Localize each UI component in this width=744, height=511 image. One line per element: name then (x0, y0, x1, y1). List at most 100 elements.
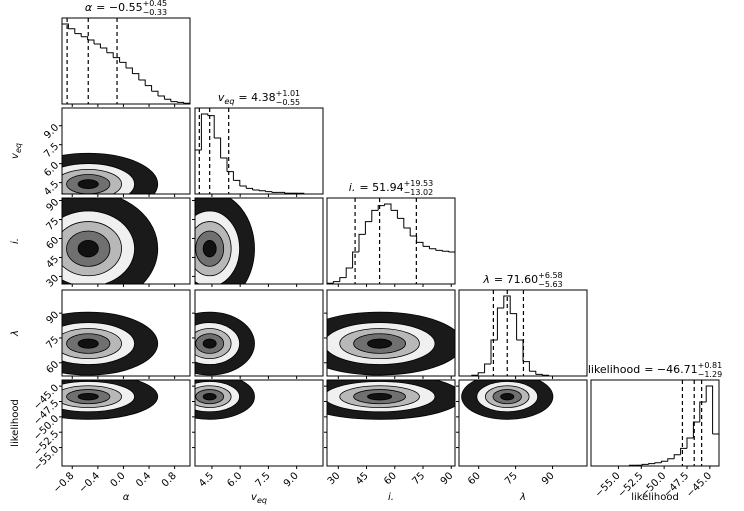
panel-frame (61, 17, 191, 105)
panel-title: veq = 4.38+1.01 −0.55 (218, 89, 300, 107)
x-tick-label: 75 (410, 470, 427, 487)
symbol: α (85, 1, 93, 14)
histogram-bin (94, 43, 101, 48)
symbol: i. (10, 238, 21, 244)
histogram-bin (170, 101, 178, 103)
histogram-bin (391, 209, 398, 219)
x-tick-label: 0.4 (134, 470, 153, 489)
histogram-bin (214, 137, 222, 158)
panel: veq = 4.38+1.01 −0.55 (194, 89, 324, 197)
symbol: λ (10, 330, 21, 337)
symbol: i. (388, 492, 394, 503)
panel-frame (194, 107, 324, 195)
histogram-bin (278, 191, 286, 194)
y-tick-label: 6.0 (42, 160, 61, 179)
histogram-bin (416, 241, 424, 247)
histogram-bin (496, 307, 504, 340)
histogram-bin (252, 189, 260, 191)
error-plus: +19.53 (404, 179, 434, 188)
panel-title: λ = 71.60+6.58 −5.63 (482, 271, 562, 289)
panel: likelihood = −46.71+0.81 −1.29−55.0−52.5−5… (588, 361, 722, 500)
y-tick-label: 60 (44, 235, 61, 252)
histogram-bin (207, 115, 215, 138)
panel-content (195, 311, 255, 376)
x-tick-label: 9.0 (282, 470, 301, 489)
y-tick-label: 7.5 (42, 141, 61, 160)
symbol: λ (519, 492, 526, 503)
panel-frame (326, 289, 456, 377)
histogram-bin (490, 339, 498, 364)
panel-frame (326, 379, 456, 467)
histogram-bin (529, 370, 537, 375)
histogram-bin (100, 47, 108, 53)
y-axis-label: likelihood (10, 399, 21, 447)
x-tick-label: 45 (354, 470, 371, 487)
x-tick-label: 90 (540, 470, 557, 487)
histogram-bin (442, 250, 450, 252)
histogram-bin (113, 57, 121, 63)
panel-title: likelihood = −46.71+0.81 −1.29 (588, 361, 722, 379)
x-tick-label: 30 (326, 470, 343, 487)
histogram-bin (200, 113, 209, 150)
panel-content (461, 380, 554, 420)
histogram-bin (327, 282, 334, 284)
density-contour (500, 392, 515, 401)
histogram-bin (397, 217, 405, 228)
histogram-bin (686, 437, 694, 449)
histogram-bin (332, 281, 340, 284)
panel-frame (458, 379, 588, 467)
y-tick-label: 75 (44, 334, 61, 351)
density-contour (367, 338, 393, 349)
histogram-bin (410, 235, 418, 243)
x-tick-label: −0.4 (77, 470, 102, 495)
x-tick-label: 60 (382, 470, 399, 487)
panel-content (62, 380, 159, 420)
histogram-bin (384, 203, 392, 211)
panel: 30 45 60 75 90 (324, 379, 456, 487)
panel-content (62, 18, 190, 104)
panel: 60 75 90 (456, 379, 588, 487)
panel-frame (194, 379, 324, 467)
histogram-bin (126, 67, 133, 74)
panel (192, 289, 324, 379)
panel: 60 75 90 (44, 289, 191, 379)
histogram-bin (183, 102, 190, 104)
histogram-bin (164, 98, 172, 102)
histogram-bin (246, 187, 254, 190)
histogram-bin (448, 251, 455, 284)
histogram-bin (680, 447, 687, 455)
x-tick-label: 6.0 (225, 470, 244, 489)
histogram-bin (435, 249, 443, 252)
histogram-bin (673, 454, 681, 459)
y-tick-label: 30 (44, 273, 61, 290)
symbol: likelihood (10, 399, 21, 447)
panel-frame (326, 197, 456, 285)
histogram-bin (74, 33, 82, 37)
panel-content (62, 311, 159, 376)
histogram-bin (68, 28, 76, 34)
histogram-bin (667, 458, 675, 462)
error-plus: +0.81 (698, 361, 723, 370)
panel-frame (194, 197, 324, 285)
histogram-bin (516, 339, 524, 362)
histogram-bin (132, 73, 140, 80)
histogram-bin (259, 190, 266, 192)
histogram-bin (358, 233, 366, 252)
panel: 30 45 60 75 90 (44, 197, 191, 290)
panel-title: i. = 51.94+19.53 −13.02 (349, 179, 433, 197)
panel: −0.8 −0.4 0.0 0.4 0.8−55.0−52.5−50.0−47.5−45… (32, 379, 191, 495)
histogram-bin (81, 36, 89, 40)
panel: 4.5 6.0 7.5 9.0 (192, 379, 324, 489)
density-contour (202, 338, 217, 349)
x-tick-label: 0.0 (109, 470, 128, 489)
density-contour (77, 240, 99, 258)
title-value: = −0.55 (96, 1, 142, 14)
panel-frame (458, 289, 588, 377)
title-value: = 51.94 (359, 181, 403, 194)
x-tick-label: 7.5 (254, 470, 273, 489)
panel-content (195, 380, 255, 420)
y-axis-label: veq (10, 143, 23, 159)
histogram-bin (535, 373, 543, 376)
panel-content (195, 198, 255, 284)
histogram-bin (477, 372, 485, 376)
